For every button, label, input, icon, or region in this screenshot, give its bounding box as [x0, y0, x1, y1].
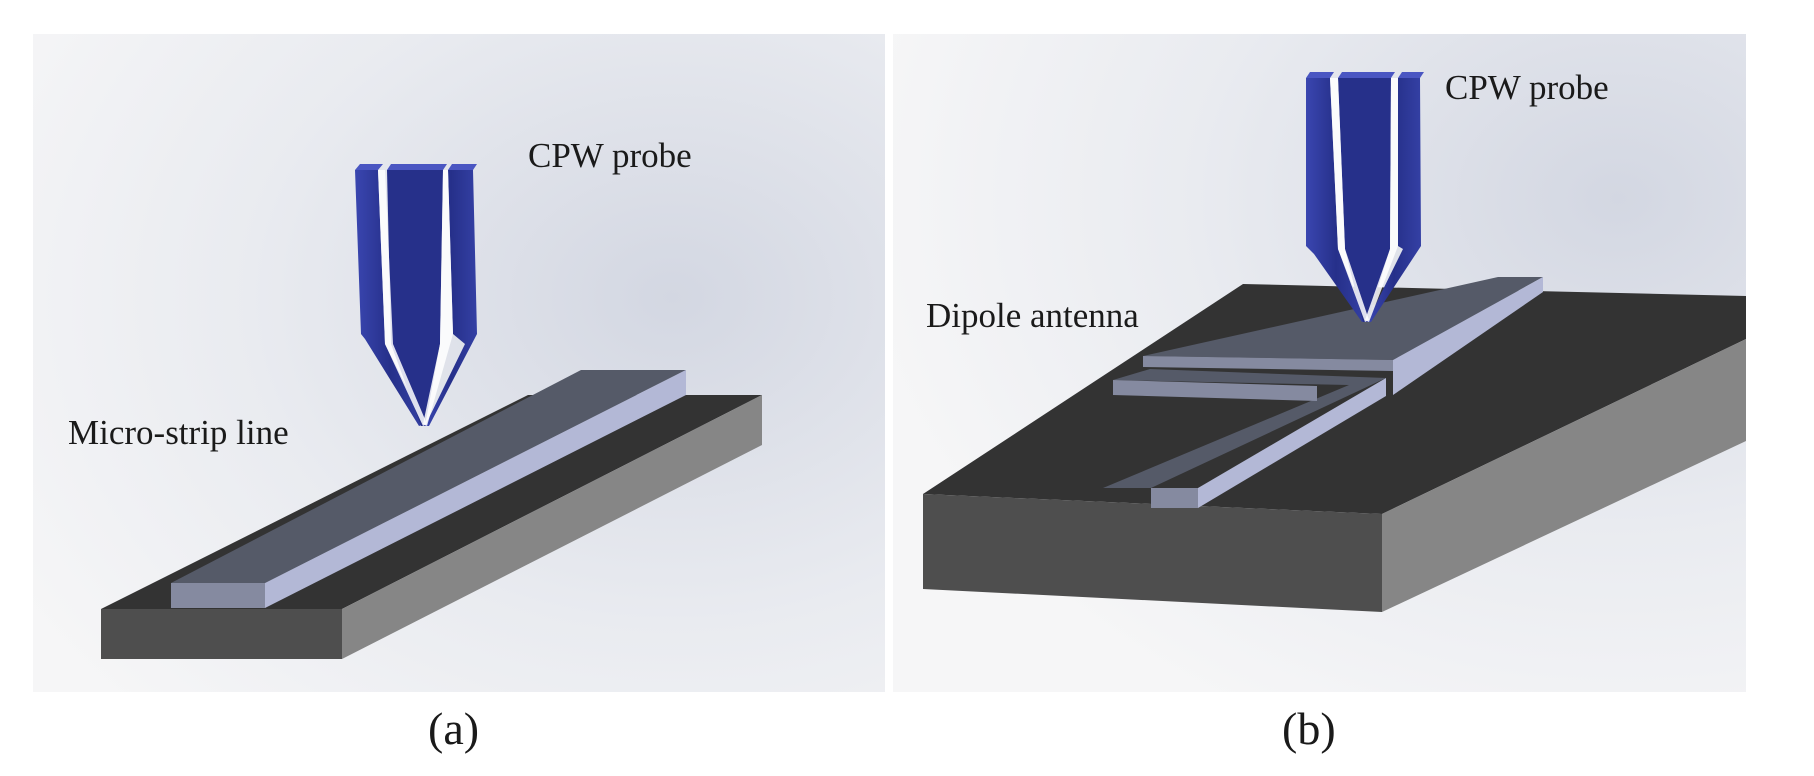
- arm-side: [1393, 277, 1543, 395]
- panel-a-illustration: [33, 34, 885, 692]
- device-label: Dipole antenna: [926, 296, 1139, 335]
- probe-center-tine: [387, 170, 443, 426]
- probe-top-face: [355, 164, 383, 170]
- probe-left-tine: [355, 170, 425, 426]
- probe-top-face: [1338, 72, 1395, 78]
- arm-front-foot: [1151, 488, 1198, 508]
- strip-side: [265, 370, 686, 608]
- arm-top: [1103, 369, 1386, 488]
- probe-right-tine: [1367, 78, 1421, 322]
- probe-right-tine: [425, 170, 477, 426]
- strip-top: [171, 370, 686, 583]
- dipole-arm-left: [1103, 369, 1386, 508]
- substrate-front: [101, 609, 342, 659]
- arm-side: [1198, 378, 1386, 508]
- probe-top-face: [448, 164, 477, 170]
- probe-top-face: [1306, 72, 1334, 78]
- cpw-probe: [1306, 72, 1424, 322]
- substrate-side: [342, 395, 762, 659]
- caption-b: (b): [1282, 703, 1336, 754]
- device-label: Micro-strip line: [68, 413, 289, 452]
- probe-top-face: [387, 164, 447, 170]
- probe-highlight-right: [1365, 78, 1398, 322]
- substrate-side: [1382, 339, 1746, 612]
- probe-top-face: [1398, 72, 1424, 78]
- probe-center-tine: [1338, 78, 1391, 322]
- panel-b: CPW probe Dipole antenna: [893, 34, 1746, 692]
- probe-highlight-left: [378, 170, 427, 426]
- micro-strip-line: [171, 370, 686, 608]
- substrate: [923, 284, 1746, 612]
- panel-a: CPW probe Micro-strip line: [33, 34, 885, 692]
- probe-label: CPW probe: [528, 136, 692, 175]
- arm-front: [1143, 356, 1393, 371]
- probe-label: CPW probe: [1445, 68, 1609, 107]
- cpw-probe: [355, 164, 477, 426]
- arm-front-horizontal: [1113, 380, 1317, 401]
- arm-top: [1143, 277, 1543, 360]
- dipole-arm-right: [1143, 277, 1543, 395]
- caption-a: (a): [428, 703, 480, 754]
- strip-front: [171, 583, 265, 608]
- probe-left-tine: [1306, 78, 1366, 322]
- probe-highlight-left: [1330, 78, 1369, 322]
- panel-b-illustration: [893, 34, 1746, 692]
- probe-highlight-right: [423, 170, 453, 426]
- substrate-front: [923, 494, 1382, 612]
